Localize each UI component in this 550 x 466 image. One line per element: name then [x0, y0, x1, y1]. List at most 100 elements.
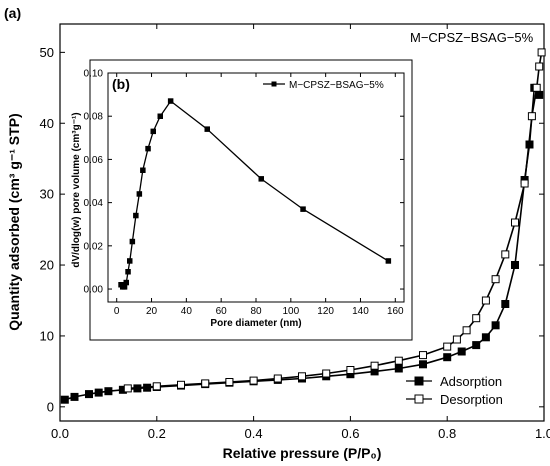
inset-series-0-point: [204, 126, 210, 132]
inset-series-0-point: [145, 145, 151, 152]
main-y-tick-label: 20: [40, 258, 54, 273]
inset-series-0-point: [167, 98, 174, 104]
inset-x-axis-label: Pore diameter (nm): [210, 318, 301, 329]
inset-series-0-point: [123, 279, 129, 286]
main-series-0-point: [535, 90, 544, 99]
main-series-0-point: [70, 392, 79, 401]
main-x-tick-label: 0.6: [341, 426, 359, 441]
main-series-1-point: [452, 335, 461, 344]
inset-legend-label: M−CPSZ−BSAG−5%: [289, 80, 384, 91]
main-series-0-point: [511, 261, 519, 269]
inset-x-tick-label: 100: [282, 306, 299, 317]
main-series-1-point: [123, 384, 132, 393]
inset-series-0-point: [140, 167, 146, 173]
main-y-axis-label: Quantity adsorbed (cm³ g⁻¹ STP): [6, 113, 22, 330]
panel-a-label: (a): [4, 5, 21, 21]
inset-background: [89, 59, 413, 341]
inset-series-0-point: [133, 212, 139, 219]
inset-series-0-point: [129, 238, 136, 245]
main-series-1-point: [481, 296, 490, 305]
main-series-0-point: [491, 321, 500, 330]
main-series-1-point: [419, 351, 427, 360]
main-series-0-point: [104, 387, 113, 396]
main-y-tick-label: 50: [40, 45, 54, 60]
inset-series-0-point: [300, 206, 306, 212]
main-x-tick-label: 0.0: [51, 426, 69, 441]
main-series-1-point: [491, 275, 500, 284]
inset-x-tick-label: 0: [114, 306, 120, 317]
main-series-0-point: [457, 347, 466, 356]
legend-desorption-marker: [414, 394, 424, 404]
main-series-1-point: [370, 361, 379, 370]
main-x-tick-label: 0.8: [438, 426, 456, 441]
inset-y-tick-label: 0.06: [84, 155, 104, 166]
main-plot-frame: [59, 23, 545, 422]
main-series-1-point: [462, 326, 471, 335]
main-y-tick-label: 10: [40, 328, 54, 343]
main-x-axis-label: Relative pressure (P/P₀): [223, 445, 382, 461]
main-series-1-point: [273, 374, 282, 383]
main-series-1-point: [537, 48, 546, 57]
main-series-0-point: [133, 384, 142, 393]
main-y-tick-label: 30: [40, 187, 54, 202]
inset-series-layer: [118, 98, 392, 290]
main-legend: Adsorption Desorption: [406, 374, 503, 407]
main-series-1-point: [249, 376, 258, 385]
inset-x-tick-label: 160: [387, 306, 404, 317]
inset-legend-marker: [271, 81, 277, 87]
main-axis-ticks: 0.0 0.2 0.4 0.6 0.8 1.0 0 10 20 30 40 50: [40, 24, 550, 441]
main-series-1-point: [298, 372, 306, 381]
inset-x-tick-label: 20: [146, 306, 158, 317]
inset-y-tick-label: 0.02: [84, 241, 104, 252]
legend-desorption-label: Desorption: [440, 392, 503, 407]
main-series-1-point: [443, 342, 452, 351]
main-series-1-point: [520, 179, 529, 188]
legend-adsorption-marker: [414, 376, 424, 386]
main-series-0-point: [481, 333, 490, 342]
main-series-0-point: [394, 364, 403, 373]
main-series-line-1: [127, 52, 543, 390]
main-series-1-point: [394, 356, 403, 365]
inset-axis-ticks: 0 20 40 60 80 100 120 140 160 0.00 0.02 0.04 0.06 0.0…: [84, 69, 405, 318]
main-x-tick-label: 0.4: [245, 426, 263, 441]
main-series-1-point: [225, 378, 234, 386]
main-series-1-point: [322, 369, 331, 378]
main-series-0-point: [94, 388, 103, 397]
main-series-1-point: [501, 250, 510, 259]
panel-b-label: (b): [112, 76, 130, 92]
inset-y-tick-label: 0.10: [84, 69, 104, 80]
inset-y-tick-label: 0.08: [84, 112, 104, 123]
main-chart-title: M−CPSZ−BSAG−5%: [410, 30, 534, 45]
main-series-0-point: [472, 341, 481, 350]
main-series-1-point: [177, 380, 185, 389]
inset-x-tick-label: 40: [181, 306, 193, 317]
main-series-1-point: [527, 112, 536, 121]
inset-y-axis-label: dV/dlog(w) pore volume (cm³g⁻¹): [71, 112, 82, 267]
main-series-0-point: [85, 390, 93, 399]
inset-x-tick-label: 140: [352, 306, 369, 317]
main-series-1-point: [201, 379, 210, 388]
main-series-0-point: [501, 300, 510, 308]
inset-y-tick-label: 0.00: [84, 285, 104, 296]
inset-legend: M−CPSZ−BSAG−5%: [263, 80, 384, 91]
main-x-tick-label: 1.0: [535, 426, 550, 441]
inset-series-0-point: [157, 113, 163, 119]
inset-x-tick-label: 80: [250, 306, 262, 317]
main-series-1-point: [511, 218, 519, 227]
inset-y-tick-label: 0.04: [84, 198, 104, 209]
inset-series-0-point: [136, 191, 143, 197]
main-y-tick-label: 40: [40, 116, 54, 131]
inset-x-tick-label: 60: [216, 306, 228, 317]
main-series-0-point: [443, 353, 452, 362]
main-y-tick-label: 0: [47, 399, 54, 414]
inset-series-0-point: [127, 258, 133, 264]
inset-series-0-point: [258, 176, 264, 182]
main-x-tick-label: 0.2: [148, 426, 166, 441]
main-series-1-point: [532, 83, 541, 92]
main-series-0-point: [60, 395, 69, 404]
main-series-1-point: [152, 382, 161, 391]
legend-adsorption-label: Adsorption: [440, 374, 502, 389]
main-series-1-point: [346, 366, 355, 374]
inset-series-0-point: [385, 258, 392, 264]
